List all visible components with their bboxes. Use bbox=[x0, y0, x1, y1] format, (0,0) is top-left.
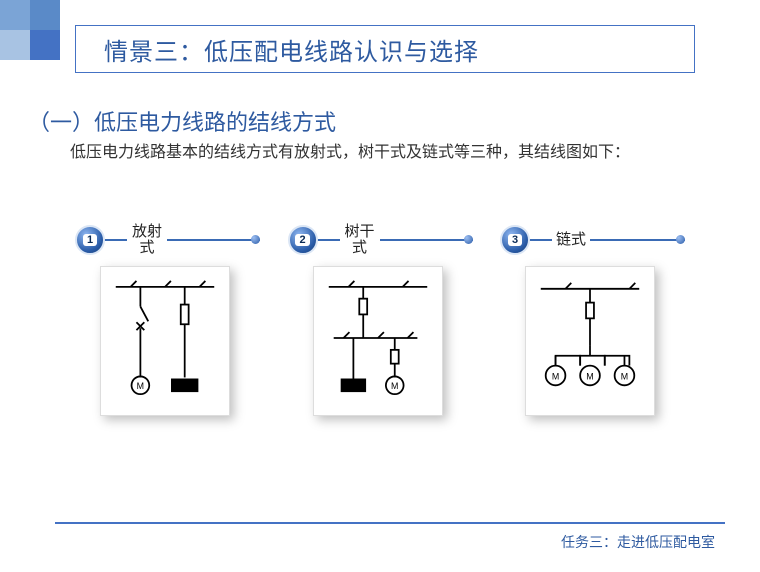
svg-text:M: M bbox=[621, 371, 628, 381]
diagram-label: 放射式 bbox=[127, 224, 167, 257]
diagram-header: 2 树干式 bbox=[288, 220, 473, 260]
svg-text:M: M bbox=[552, 371, 559, 381]
svg-text:M: M bbox=[391, 381, 398, 391]
badge-number: 2 bbox=[295, 234, 309, 246]
diagram-chain: M M M bbox=[525, 266, 655, 416]
diagram-column: 3 链式 bbox=[500, 220, 685, 416]
diagram-row: 1 放射式 M bbox=[75, 220, 685, 416]
body-paragraph: 低压电力线路基本的结线方式有放射式，树干式及链式等三种，其结线图如下： bbox=[38, 140, 698, 166]
badge-number: 1 bbox=[83, 234, 97, 246]
section-subtitle: （一）低压电力线路的结线方式 bbox=[28, 105, 336, 137]
number-badge: 2 bbox=[288, 225, 318, 255]
diagram-column: 2 树干式 bbox=[288, 220, 473, 416]
diagram-radial: M bbox=[100, 266, 230, 416]
line-dot bbox=[464, 235, 473, 244]
title-bar: 情景三：低压配电线路认识与选择 bbox=[75, 25, 695, 73]
line-dot bbox=[676, 235, 685, 244]
svg-text:M: M bbox=[137, 381, 144, 391]
diagram-label: 树干式 bbox=[340, 224, 380, 257]
diagram-trunk: M bbox=[313, 266, 443, 416]
line-dot bbox=[251, 235, 260, 244]
number-badge: 1 bbox=[75, 225, 105, 255]
footer-divider bbox=[55, 522, 725, 524]
diagram-header: 3 链式 bbox=[500, 220, 685, 260]
footer-text: 任务三：走进低压配电室 bbox=[561, 532, 715, 552]
badge-number: 3 bbox=[508, 234, 522, 246]
diagram-label: 链式 bbox=[552, 232, 590, 249]
slide-title: 情景三：低压配电线路认识与选择 bbox=[104, 32, 479, 67]
svg-text:M: M bbox=[586, 371, 593, 381]
number-badge: 3 bbox=[500, 225, 530, 255]
diagram-column: 1 放射式 M bbox=[75, 220, 260, 416]
diagram-header: 1 放射式 bbox=[75, 220, 260, 260]
